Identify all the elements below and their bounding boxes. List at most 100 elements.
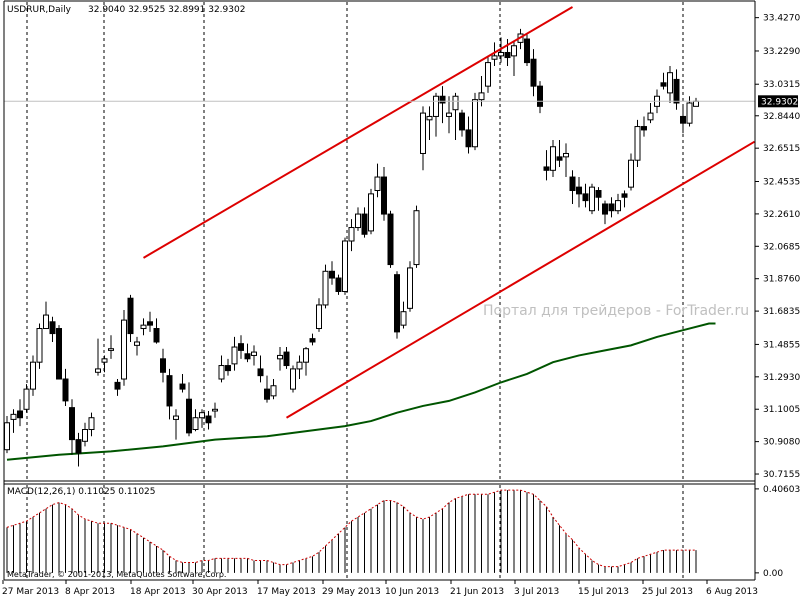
bear-candle bbox=[244, 353, 251, 360]
bull-candle bbox=[173, 415, 179, 420]
bear-candle bbox=[524, 38, 530, 64]
bear-candle bbox=[556, 156, 563, 161]
bull-candle bbox=[95, 368, 101, 373]
price-tick-label: 32.2610 bbox=[763, 210, 800, 220]
macd-tick-label: 0.40603 bbox=[763, 485, 800, 495]
bull-candle bbox=[23, 388, 30, 410]
bull-candle bbox=[30, 361, 36, 390]
bear-candle bbox=[660, 82, 667, 87]
price-tick-label: 30.9080 bbox=[763, 438, 800, 448]
price-tick-label: 32.4535 bbox=[763, 178, 800, 188]
bear-candle bbox=[504, 51, 511, 59]
bear-candle bbox=[166, 375, 173, 407]
date-tick-label: 17 May 2013 bbox=[257, 587, 316, 597]
price-tick-label: 31.4855 bbox=[763, 340, 800, 350]
price-tick-label: 31.2930 bbox=[763, 373, 800, 383]
bear-candle bbox=[17, 410, 23, 419]
bear-candle bbox=[459, 112, 465, 131]
bear-candle bbox=[543, 166, 550, 171]
bull-candle bbox=[686, 102, 693, 124]
bear-candle bbox=[225, 365, 231, 372]
bull-candle bbox=[400, 311, 407, 326]
bear-candle bbox=[608, 203, 615, 212]
bull-candle bbox=[472, 99, 478, 148]
bull-candle bbox=[199, 412, 205, 419]
price-tick-label: 31.8760 bbox=[763, 275, 800, 285]
bull-candle bbox=[231, 346, 238, 365]
bull-candle bbox=[452, 95, 459, 111]
bull-candle bbox=[82, 429, 88, 442]
price-tick-label: 33.2290 bbox=[763, 47, 800, 57]
bull-candle bbox=[647, 112, 654, 121]
bull-candle bbox=[10, 413, 17, 420]
date-tick-label: 3 Jul 2013 bbox=[514, 587, 559, 597]
bear-candle bbox=[394, 274, 400, 333]
date-tick-label: 6 Aug 2013 bbox=[706, 587, 758, 597]
bear-candle bbox=[127, 297, 134, 335]
bull-candle bbox=[218, 365, 225, 380]
bull-candle bbox=[192, 417, 199, 431]
macd-tick-label: 0.00 bbox=[763, 569, 783, 579]
channel-lower-line[interactable] bbox=[285, 140, 756, 419]
bear-candle bbox=[69, 407, 75, 441]
price-tick-label: 32.8440 bbox=[763, 112, 800, 122]
bull-candle bbox=[478, 92, 485, 101]
bull-candle bbox=[628, 159, 634, 188]
bull-candle bbox=[563, 152, 569, 158]
bear-candle bbox=[537, 85, 543, 107]
date-tick-label: 30 Apr 2013 bbox=[192, 587, 248, 597]
bear-candle bbox=[56, 328, 62, 380]
symbol-title: USDRUR,Daily bbox=[7, 5, 72, 15]
bull-candle bbox=[290, 368, 296, 390]
bull-candle bbox=[374, 176, 381, 192]
bull-candle bbox=[121, 319, 127, 380]
date-tick-label: 21 Jun 2013 bbox=[450, 587, 504, 597]
bear-candle bbox=[238, 343, 244, 351]
bear-candle bbox=[186, 398, 192, 434]
price-tick-label: 33.4270 bbox=[763, 14, 800, 24]
bear-candle bbox=[641, 126, 647, 131]
bull-candle bbox=[270, 385, 277, 397]
bull-candle bbox=[355, 213, 361, 229]
bear-candle bbox=[582, 193, 589, 202]
bear-candle bbox=[147, 321, 153, 326]
bear-candle bbox=[680, 115, 686, 124]
bear-candle bbox=[465, 129, 472, 148]
price-tick-label: 31.1005 bbox=[763, 405, 800, 415]
date-tick-label: 10 Jun 2013 bbox=[385, 587, 439, 597]
bull-candle bbox=[88, 417, 95, 431]
bull-candle bbox=[368, 193, 374, 232]
bull-candle bbox=[251, 351, 257, 356]
bear-candle bbox=[387, 213, 394, 266]
bear-candle bbox=[205, 415, 212, 424]
bull-candle bbox=[348, 227, 355, 242]
bull-candle bbox=[491, 55, 498, 60]
current-price-badge: 32.9302 bbox=[758, 95, 798, 108]
copyright-text: MetaTrader, © 2001-2013, MetaQuotes Soft… bbox=[7, 570, 226, 579]
channel-upper-line[interactable] bbox=[142, 6, 574, 259]
bear-candle bbox=[114, 381, 121, 390]
date-tick-label: 27 Mar 2013 bbox=[2, 587, 59, 597]
bull-candle bbox=[303, 348, 309, 363]
bear-candle bbox=[530, 58, 537, 87]
price-tick-label: 32.0685 bbox=[763, 242, 800, 252]
bull-candle bbox=[322, 270, 329, 306]
bull-candle bbox=[615, 200, 621, 212]
bull-candle bbox=[108, 348, 114, 351]
current-price-badge-bg bbox=[758, 95, 798, 108]
moving-average-line bbox=[6, 322, 716, 461]
bull-candle bbox=[413, 210, 420, 266]
bear-candle bbox=[621, 193, 628, 198]
bull-candle bbox=[134, 341, 140, 346]
price-tick-label: 32.6515 bbox=[763, 144, 800, 154]
bull-candle bbox=[277, 354, 283, 360]
bear-candle bbox=[576, 186, 582, 195]
bull-candle bbox=[433, 95, 439, 117]
bull-candle bbox=[140, 324, 147, 330]
bull-candle bbox=[420, 112, 426, 154]
bear-candle bbox=[179, 383, 186, 390]
price-tick-label: 30.7155 bbox=[763, 470, 800, 480]
bear-candle bbox=[153, 328, 160, 343]
bull-candle bbox=[101, 358, 108, 363]
